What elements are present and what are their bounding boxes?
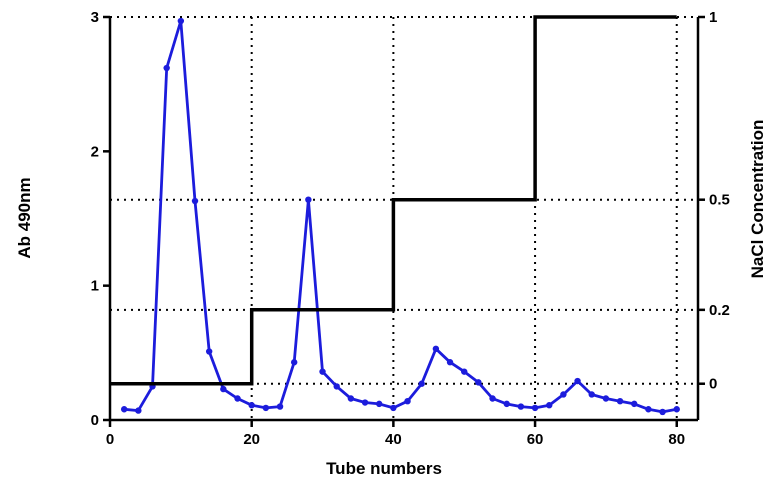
data-point (659, 408, 666, 416)
data-point (290, 359, 298, 366)
y-tick-label: 1 (91, 278, 99, 295)
data-point (120, 406, 128, 413)
data-point (503, 400, 510, 408)
data-point (262, 404, 270, 412)
x-tick-label: 60 (527, 431, 544, 448)
data-point (616, 397, 624, 405)
axes: 0 20 40 60 80 0 1 2 3 0 0.2 0.5 1 (91, 9, 730, 448)
y2-tick-label: 0.2 (709, 302, 730, 319)
data-point (602, 395, 610, 402)
data-point (319, 368, 326, 375)
data-point (361, 399, 369, 406)
x-tick-label: 40 (385, 431, 402, 448)
y2-tick-label: 0.5 (709, 192, 730, 209)
x-tick-label: 20 (243, 431, 260, 448)
y-tick-label: 3 (91, 9, 99, 26)
y-axis-title: Ab 490nm (15, 177, 34, 258)
y-tick-label: 2 (91, 143, 99, 160)
data-point (446, 359, 454, 366)
y2-axis-title: NaCl Concentration (748, 120, 767, 279)
data-point (205, 348, 213, 355)
data-point (163, 64, 170, 72)
data-point (673, 406, 680, 413)
data-point (560, 391, 567, 398)
nacl-step-line (110, 15, 677, 386)
data-point (333, 383, 340, 390)
data-point (177, 17, 185, 25)
data-point (475, 379, 482, 386)
data-point (234, 395, 241, 402)
chart-series (110, 15, 680, 416)
absorbance-line (124, 19, 677, 414)
y-tick-label: 0 (91, 412, 99, 429)
y2-tick-label: 1 (709, 9, 717, 26)
data-point (432, 345, 440, 353)
data-point (517, 403, 525, 410)
data-point (135, 407, 142, 414)
x-tick-label: 80 (668, 431, 685, 448)
data-point (574, 377, 581, 385)
data-point (404, 397, 411, 405)
data-point (588, 391, 595, 398)
data-point (531, 404, 539, 412)
data-point (418, 380, 425, 387)
data-point (248, 402, 255, 409)
data-point (220, 385, 227, 393)
data-point (305, 196, 312, 203)
data-point (489, 395, 496, 402)
data-point (645, 406, 652, 413)
gridlines (110, 16, 698, 420)
data-point (390, 404, 397, 412)
data-point (191, 197, 199, 205)
data-point (461, 368, 468, 375)
data-point (347, 395, 355, 402)
data-point (546, 402, 553, 409)
data-point (631, 400, 638, 408)
x-axis-title: Tube numbers (326, 459, 442, 478)
x-tick-label: 0 (106, 431, 114, 448)
data-point (276, 403, 284, 410)
y2-tick-label: 0 (709, 376, 717, 393)
data-point (376, 400, 383, 408)
